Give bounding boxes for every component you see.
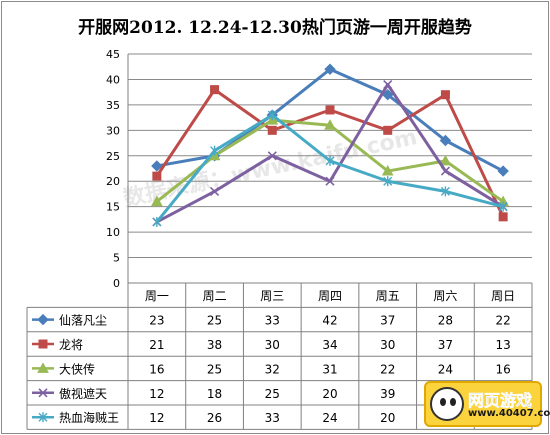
data-cell: 25	[265, 387, 280, 401]
data-cell: 20	[322, 387, 337, 401]
data-cell: 22	[380, 362, 395, 376]
data-point	[383, 176, 393, 187]
data-point	[440, 166, 450, 176]
data-cell: 25	[207, 314, 222, 328]
data-cell: 24	[438, 362, 453, 376]
data-point	[439, 154, 452, 166]
data-cell: 34	[322, 338, 337, 352]
legend-marker	[38, 412, 48, 423]
gridlines	[128, 53, 532, 284]
data-cell: 16	[149, 362, 164, 376]
series-label: 热血海贼王	[59, 410, 119, 425]
data-cell: 38	[207, 338, 222, 352]
series-label: 傲视遮天	[59, 386, 107, 401]
x-tick-label: 周一	[145, 289, 169, 303]
x-tick-label: 周三	[260, 289, 284, 303]
site-badge: 网页游戏 www.40407.com	[424, 381, 550, 427]
data-cell: 23	[149, 314, 164, 328]
y-tick-label: 10	[106, 226, 120, 239]
y-tick-label: 5	[113, 252, 120, 265]
data-point	[325, 105, 335, 115]
y-tick-label: 15	[106, 201, 120, 214]
y-tick-labels: 0 5 10 15 20 25 30 35 40 45	[106, 48, 120, 290]
y-tick-label: 0	[113, 277, 120, 290]
series-lines	[151, 63, 509, 227]
legend-marker	[37, 362, 49, 373]
x-tick-label: 周六	[433, 289, 457, 303]
data-cell: 22	[496, 314, 511, 328]
data-point	[151, 195, 163, 207]
y-tick-label: 25	[106, 150, 120, 163]
data-point	[151, 160, 163, 172]
data-point	[210, 145, 220, 156]
x-tick-label: 周四	[318, 289, 342, 303]
series-label: 大侠传	[59, 361, 95, 376]
x-tick-label: 周日	[491, 289, 515, 303]
data-cell: 12	[149, 411, 164, 425]
series-label: 仙落凡尘	[59, 314, 107, 328]
legend-marker	[38, 388, 48, 398]
data-point	[324, 63, 336, 75]
data-point	[267, 125, 277, 135]
data-point	[324, 119, 336, 130]
data-point	[210, 186, 220, 196]
legend-marker	[37, 313, 49, 326]
data-cell: 13	[496, 338, 511, 352]
x-tick-label: 周二	[203, 289, 227, 303]
data-cell: 12	[149, 387, 164, 401]
data-cell: 21	[149, 338, 164, 352]
data-cell: 24	[322, 411, 337, 425]
x-tick-label: 周五	[376, 289, 400, 303]
y-tick-label: 45	[106, 48, 120, 61]
data-point	[383, 79, 393, 90]
data-cell: 32	[265, 362, 280, 376]
data-point	[382, 89, 394, 101]
badge-url: www.40407.com	[468, 408, 550, 419]
data-cell: 37	[438, 338, 453, 352]
legend-marker	[38, 339, 48, 349]
data-point	[498, 212, 508, 222]
data-point	[498, 201, 508, 212]
data-point	[439, 134, 452, 147]
y-tick-label: 20	[106, 175, 120, 188]
data-point	[267, 151, 277, 161]
data-point	[440, 186, 450, 197]
series-label: 龙将	[59, 338, 83, 352]
chart-title: 开服网2012. 12.24-12.30热门页游一周开服趋势	[78, 18, 472, 38]
data-cell: 37	[380, 314, 395, 328]
data-cell: 42	[322, 314, 337, 328]
data-cell: 33	[265, 314, 280, 328]
data-point	[267, 110, 277, 121]
data-cell: 28	[438, 314, 453, 328]
data-point	[152, 171, 162, 181]
data-cell: 31	[322, 362, 337, 376]
data-point	[383, 125, 393, 135]
data-point	[497, 165, 509, 177]
data-point	[381, 165, 394, 176]
y-tick-label: 40	[106, 73, 120, 86]
y-tick-label: 35	[106, 99, 120, 112]
data-cell: 33	[265, 411, 280, 425]
data-cell: 16	[496, 362, 511, 376]
data-cell: 20	[380, 411, 395, 425]
y-tick-label: 30	[106, 124, 120, 137]
data-point	[325, 176, 335, 186]
badge-title: 网页游戏	[468, 391, 533, 411]
series-line	[155, 113, 504, 223]
data-point	[440, 90, 450, 100]
data-cell: 18	[207, 387, 222, 401]
mascot-icon	[430, 387, 464, 421]
data-cell: 30	[265, 338, 280, 352]
data-point	[325, 155, 335, 166]
data-point	[210, 85, 220, 95]
data-cell: 39	[380, 387, 395, 401]
data-cell: 25	[207, 362, 222, 376]
data-point	[152, 216, 162, 227]
data-cell: 30	[380, 338, 395, 352]
data-cell: 26	[207, 411, 222, 425]
